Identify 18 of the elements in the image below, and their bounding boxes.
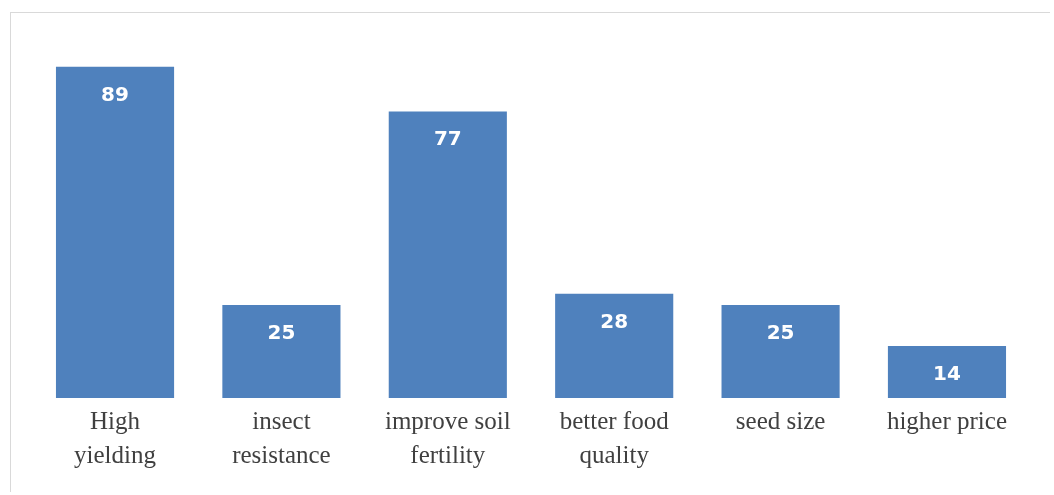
bar: [721, 304, 840, 398]
data-label: 25: [766, 319, 795, 344]
x-tick-label: improve soil fertility: [384, 406, 511, 468]
bar: [388, 111, 507, 398]
x-tick-label: higher price: [886, 406, 1008, 434]
bar: [55, 66, 175, 398]
x-tick-label: seed size: [735, 406, 826, 434]
x-tick-label: better food quality: [559, 406, 670, 468]
bar: [222, 304, 341, 398]
bar: [555, 293, 674, 398]
data-label: 89: [101, 81, 129, 106]
data-label: 28: [600, 308, 629, 333]
x-tick-label: insect resistance: [232, 406, 331, 468]
bar: [887, 345, 1007, 398]
data-label: 77: [433, 126, 462, 151]
x-tick-label: High yielding: [74, 406, 157, 468]
data-label: 25: [267, 319, 296, 344]
data-label: 14: [933, 360, 961, 385]
